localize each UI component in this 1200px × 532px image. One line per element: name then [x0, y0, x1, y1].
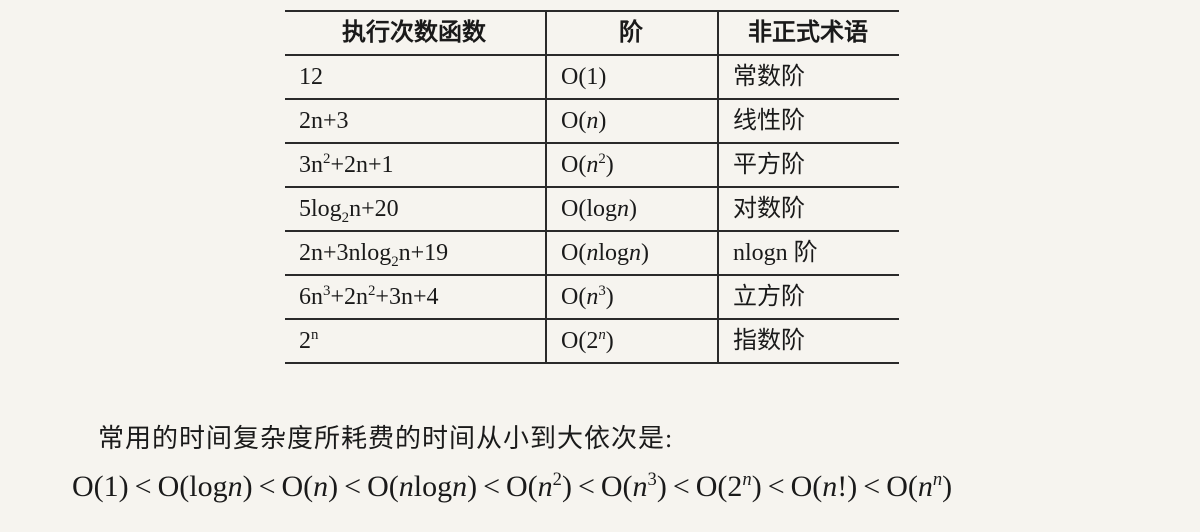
cell-name: 线性阶: [718, 99, 899, 143]
less-than-icon: <: [762, 470, 791, 503]
table-row: 6n3+2n2+3n+4 O(n3) 立方阶: [285, 275, 899, 319]
cell-fn: 3n2+2n+1: [285, 143, 546, 187]
cell-order: O(n3): [546, 275, 718, 319]
formula-term: O(nlogn): [367, 470, 477, 503]
cell-order: O(1): [546, 55, 718, 99]
cell-name: 对数阶: [718, 187, 899, 231]
caption-text: 常用的时间复杂度所耗费的时间从小到大依次是:: [98, 418, 673, 455]
table-header-row: 执行次数函数 阶 非正式术语: [285, 11, 899, 55]
less-than-icon: <: [253, 470, 282, 503]
page: 执行次数函数 阶 非正式术语 12 O(1) 常数阶 2n+3 O(n) 线性阶…: [0, 0, 1200, 532]
cell-name: 常数阶: [718, 55, 899, 99]
table-body: 12 O(1) 常数阶 2n+3 O(n) 线性阶 3n2+2n+1 O(n2)…: [285, 55, 899, 363]
less-than-icon: <: [572, 470, 601, 503]
complexity-table-wrap: 执行次数函数 阶 非正式术语 12 O(1) 常数阶 2n+3 O(n) 线性阶…: [285, 10, 899, 364]
less-than-icon: <: [857, 470, 886, 503]
less-than-icon: <: [338, 470, 367, 503]
col-header-order: 阶: [546, 11, 718, 55]
table-head: 执行次数函数 阶 非正式术语: [285, 11, 899, 55]
cell-name: 立方阶: [718, 275, 899, 319]
formula-term: O(n2): [506, 470, 572, 503]
cell-name: nlogn 阶: [718, 231, 899, 275]
cell-order: O(logn): [546, 187, 718, 231]
cell-fn: 2n+3nlog2n+19: [285, 231, 546, 275]
cell-fn: 2n+3: [285, 99, 546, 143]
formula-term: O(2n): [696, 470, 762, 503]
complexity-table: 执行次数函数 阶 非正式术语 12 O(1) 常数阶 2n+3 O(n) 线性阶…: [285, 10, 899, 364]
less-than-icon: <: [477, 470, 506, 503]
cell-fn: 5log2n+20: [285, 187, 546, 231]
cell-order: O(n2): [546, 143, 718, 187]
table-row: 2n O(2n) 指数阶: [285, 319, 899, 363]
cell-fn: 6n3+2n2+3n+4: [285, 275, 546, 319]
cell-order: O(n): [546, 99, 718, 143]
formula-term: O(n3): [601, 470, 667, 503]
table-row: 3n2+2n+1 O(n2) 平方阶: [285, 143, 899, 187]
less-than-icon: <: [667, 470, 696, 503]
cell-order: O(nlogn): [546, 231, 718, 275]
table-row: 2n+3nlog2n+19 O(nlogn) nlogn 阶: [285, 231, 899, 275]
table-row: 2n+3 O(n) 线性阶: [285, 99, 899, 143]
formula-term: O(nn): [886, 470, 952, 503]
formula-term: O(1): [72, 470, 129, 503]
complexity-ordering-formula: O(1)<O(logn)<O(n)<O(nlogn)<O(n2)<O(n3)<O…: [72, 470, 952, 504]
formula-term: O(logn): [158, 470, 253, 503]
cell-name: 平方阶: [718, 143, 899, 187]
cell-fn: 12: [285, 55, 546, 99]
formula-term: O(n!): [791, 470, 858, 503]
cell-name: 指数阶: [718, 319, 899, 363]
table-row: 5log2n+20 O(logn) 对数阶: [285, 187, 899, 231]
col-header-function: 执行次数函数: [285, 11, 546, 55]
less-than-icon: <: [129, 470, 158, 503]
col-header-term: 非正式术语: [718, 11, 899, 55]
formula-term: O(n): [282, 470, 339, 503]
table-row: 12 O(1) 常数阶: [285, 55, 899, 99]
cell-fn: 2n: [285, 319, 546, 363]
cell-order: O(2n): [546, 319, 718, 363]
